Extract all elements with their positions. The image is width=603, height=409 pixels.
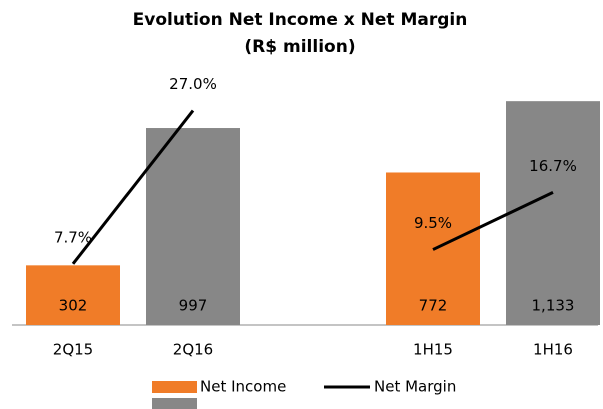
bar [506,101,600,325]
bar-value-label: 772 [419,297,448,315]
bar-value-label: 997 [179,297,208,315]
legend-swatch [152,398,197,409]
bar [146,128,240,325]
bar-value-label: 302 [59,297,88,315]
legend-label: Net Income [200,378,286,396]
legend-label: Net Margin [374,378,456,396]
x-tick-label: 1H16 [533,341,573,359]
line-value-label: 27.0% [169,75,217,93]
x-tick-label: 1H15 [413,341,453,359]
line [432,191,554,251]
line-value-label: 16.7% [529,157,577,175]
x-tick-label: 2Q16 [173,341,213,359]
bar-value-label: 1,133 [532,297,575,315]
bar [26,265,120,325]
line-value-label: 7.7% [54,228,92,246]
legend-swatch [152,381,197,393]
line-value-label: 9.5% [414,214,452,232]
line [71,109,195,265]
chart-subtitle: (R$ million) [244,37,355,57]
chart-title: Evolution Net Income x Net Margin [133,10,468,30]
x-tick-label: 2Q15 [53,341,93,359]
